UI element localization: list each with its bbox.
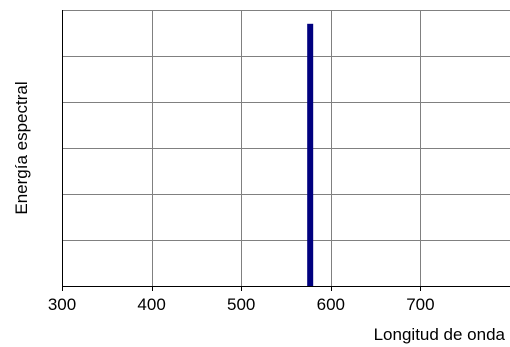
- spectral-line: [307, 23, 314, 287]
- x-tick-label: 300: [48, 295, 76, 314]
- axes: [62, 10, 510, 291]
- x-tick-label: 700: [406, 295, 434, 314]
- x-tick-labels: 300 400 500 600 700: [48, 295, 435, 314]
- x-tick-label: 400: [137, 295, 165, 314]
- y-axis-label: Energía espectral: [12, 81, 31, 214]
- x-tick-label: 500: [227, 295, 255, 314]
- series: [307, 23, 314, 287]
- grid: [62, 10, 510, 286]
- x-tick-label: 600: [317, 295, 345, 314]
- x-axis-label: Longitud de onda: [374, 325, 506, 344]
